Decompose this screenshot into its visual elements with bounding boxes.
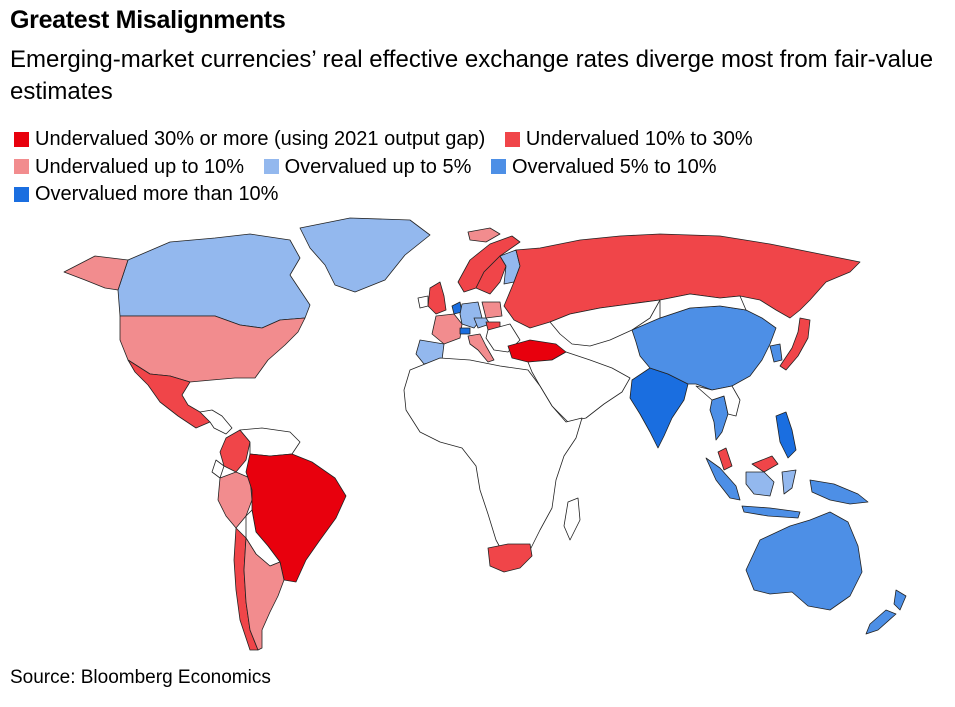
- legend-swatch: [14, 186, 29, 202]
- chart-subtitle: Emerging-market currencies’ real effecti…: [10, 46, 934, 105]
- switzerland: [459, 327, 471, 335]
- legend-label: Undervalued 30% or more (using 2021 outp…: [35, 128, 486, 150]
- canada: [117, 233, 311, 329]
- south-africa: [487, 543, 533, 573]
- philippines: [775, 411, 797, 459]
- legend-item-undervalued-30-plus: Undervalued 30% or more (using 2021 outp…: [14, 126, 485, 152]
- malaysia: [717, 447, 733, 471]
- ecuador: [211, 459, 225, 479]
- legend-swatch: [490, 159, 506, 174]
- iceland: [467, 227, 501, 243]
- source-note: Source: Bloomberg Economics: [10, 667, 271, 688]
- africa: [403, 357, 583, 563]
- greenland: [299, 217, 431, 293]
- new-zealand-south: [865, 609, 897, 635]
- kazakhstan: [549, 299, 661, 347]
- ireland: [417, 295, 429, 309]
- italy: [467, 333, 495, 363]
- world-map-svg: [63, 217, 907, 651]
- alaska: [63, 255, 129, 291]
- argentina: [243, 537, 285, 651]
- papua: [809, 479, 869, 505]
- legend-item-overvalued-up-to-5: Overvalued up to 5%: [263, 154, 472, 180]
- mongolia: [659, 293, 747, 319]
- malaysia-borneo: [751, 455, 779, 473]
- japan: [779, 317, 811, 371]
- legend-label: Overvalued 5% to 10%: [511, 155, 717, 178]
- poland: [481, 301, 503, 319]
- norway: [457, 235, 521, 293]
- united-kingdom: [427, 281, 447, 315]
- madagascar: [563, 497, 581, 541]
- legend-label: Overvalued up to 5%: [284, 155, 472, 178]
- legend-swatch: [14, 159, 29, 174]
- legend-item-undervalued-up-to-10: Undervalued up to 10%: [14, 154, 244, 180]
- legend-item-overvalued-10-plus: Overvalued more than 10%: [14, 181, 278, 207]
- indochina: [695, 385, 741, 417]
- legend-swatch: [263, 159, 279, 174]
- legend-swatch: [14, 131, 29, 147]
- chart-title: Greatest Misalignments: [10, 6, 286, 34]
- central-america: [199, 409, 233, 435]
- australia: [745, 511, 863, 611]
- russia: [503, 233, 861, 329]
- legend-label: Undervalued up to 10%: [35, 155, 245, 178]
- france: [431, 313, 463, 345]
- legend-label: Overvalued more than 10%: [35, 183, 279, 205]
- indonesia-borneo: [745, 471, 775, 497]
- legend-item-undervalued-10-30: Undervalued 10% to 30%: [504, 126, 753, 152]
- legend-item-overvalued-5-10: Overvalued 5% to 10%: [490, 154, 717, 180]
- korea: [769, 343, 783, 363]
- indonesia-sumatra: [705, 457, 741, 501]
- legend-swatch: [504, 131, 520, 147]
- legend-label: Undervalued 10% to 30%: [525, 128, 753, 150]
- new-zealand: [893, 589, 907, 611]
- indonesia-java: [741, 505, 801, 519]
- indonesia-sulawesi: [781, 469, 797, 495]
- world-map: [0, 210, 955, 660]
- legend: Undervalued 30% or more (using 2021 outp…: [14, 126, 944, 209]
